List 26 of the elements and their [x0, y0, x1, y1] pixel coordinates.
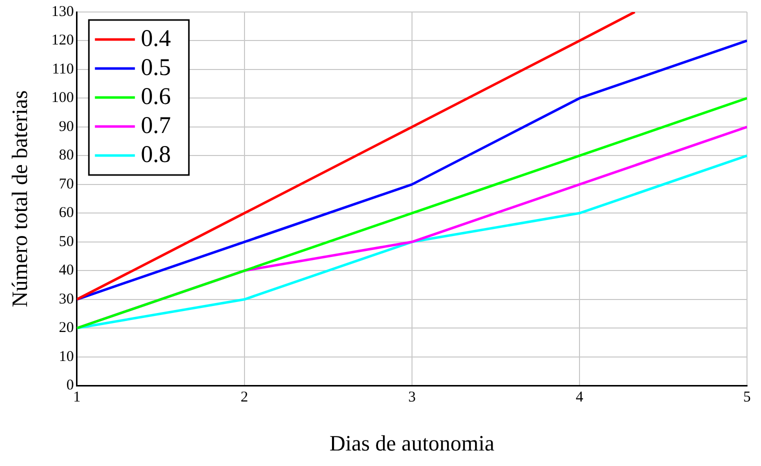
y-tick-label: 130 [51, 4, 74, 20]
legend-label: 0.5 [140, 54, 171, 81]
x-tick-label: 2 [240, 390, 248, 406]
y-tick-label: 20 [58, 320, 74, 336]
y-tick-label: 110 [52, 61, 74, 78]
x-tick-label: 1 [73, 390, 81, 406]
y-tick-label: 60 [58, 205, 74, 222]
y-tick-label: 70 [58, 176, 74, 192]
legend-label: 0.8 [140, 142, 171, 168]
y-tick-label: 90 [58, 118, 74, 135]
y-tick-label: 30 [58, 291, 74, 308]
y-tick-label: 80 [58, 148, 74, 164]
y-tick-label: 0 [66, 378, 74, 394]
x-tick-label: 4 [576, 390, 584, 406]
y-tick-label: 10 [58, 348, 74, 365]
y-tick-label: 40 [58, 262, 74, 279]
y-tick-label: 100 [51, 90, 74, 106]
x-tick-label: 5 [743, 390, 751, 406]
x-axis-title: Dias de autonomia [329, 430, 495, 456]
legend-label: 0.6 [140, 84, 171, 110]
legend-label: 0.7 [140, 112, 171, 139]
x-tick-label: 3 [408, 390, 416, 406]
y-tick-label: 120 [51, 32, 74, 49]
y-tick-label: 50 [58, 234, 74, 250]
y-axis-title: Número total de baterias [6, 90, 32, 308]
legend-label: 0.4 [140, 26, 171, 52]
